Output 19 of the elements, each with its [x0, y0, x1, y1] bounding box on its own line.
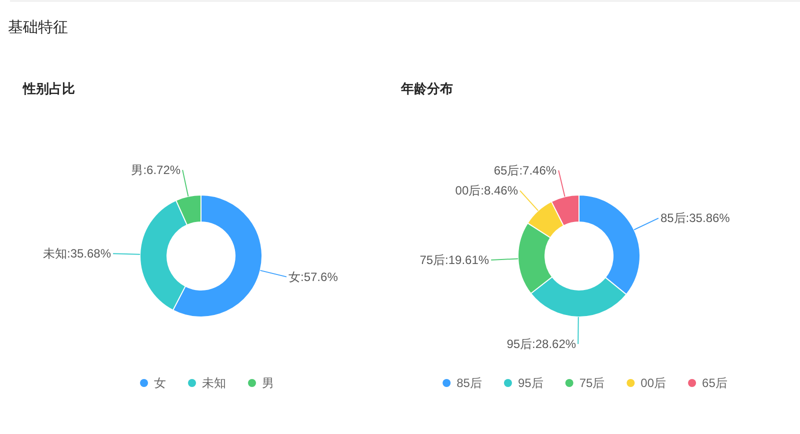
- data-label: 男:6.72%: [131, 162, 181, 177]
- legend-label: 00后: [640, 376, 666, 390]
- legend-label: 65后: [702, 376, 728, 390]
- legend-label: 85后: [456, 376, 482, 390]
- chart-title: 年龄分布: [400, 81, 453, 96]
- legend-label: 男: [262, 376, 274, 390]
- chart-title: 性别占比: [22, 81, 75, 96]
- data-label: 未知:35.68%: [42, 246, 112, 261]
- data-label: 95后:28.62%: [506, 336, 576, 351]
- text: 基础特征: [8, 19, 68, 36]
- data-label: 00后:8.46%: [455, 184, 518, 198]
- legend-label: 女: [154, 376, 166, 390]
- legend-label: 95后: [518, 376, 544, 390]
- data-label: 女:57.6%: [288, 270, 338, 284]
- data-label: 75后:19.61%: [420, 252, 490, 267]
- data-label: 65后:7.46%: [494, 163, 557, 178]
- legend-label: 75后: [579, 376, 605, 390]
- data-label: 85后:35.86%: [660, 211, 730, 226]
- legend-label: 未知: [202, 376, 226, 390]
